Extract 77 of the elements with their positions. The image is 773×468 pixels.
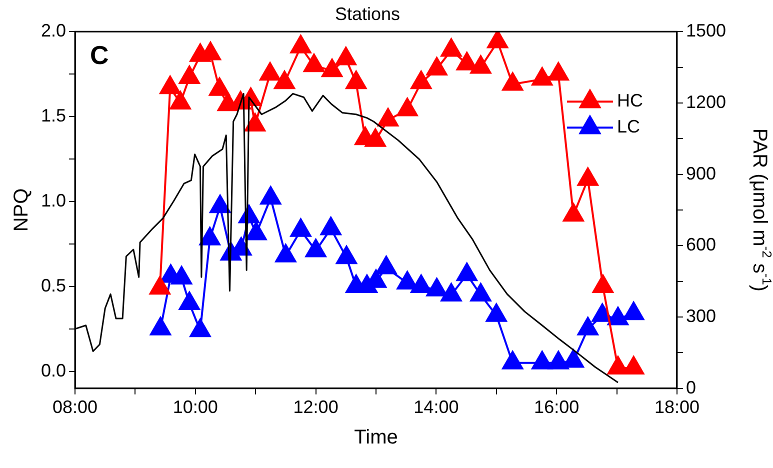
x-tick-label: 10:00 xyxy=(172,397,218,418)
point xyxy=(178,65,200,84)
point xyxy=(592,274,614,293)
point xyxy=(320,216,342,236)
point xyxy=(623,302,644,320)
point xyxy=(274,70,296,90)
point xyxy=(426,278,448,296)
chart-title: Stations xyxy=(334,4,400,24)
y-tick-label: 0.5 xyxy=(40,275,66,296)
point xyxy=(456,262,478,282)
point xyxy=(275,244,296,262)
point xyxy=(577,167,598,186)
point xyxy=(170,90,191,110)
point xyxy=(426,56,448,76)
point xyxy=(336,246,358,264)
point xyxy=(410,274,432,293)
point xyxy=(376,256,397,274)
point xyxy=(396,98,418,116)
x-tick-label: 08:00 xyxy=(52,397,98,418)
y2-tick-label: 300 xyxy=(686,306,716,326)
point xyxy=(160,76,181,94)
point xyxy=(470,55,492,74)
y2-tick-label: 0 xyxy=(686,377,696,398)
x-tick-label: 12:00 xyxy=(293,397,338,418)
x-tick-label: 14:00 xyxy=(414,397,459,418)
y2-tick-label: 1200 xyxy=(686,92,726,112)
y-tick-label: 0.0 xyxy=(40,360,66,380)
point xyxy=(303,54,325,72)
x-tick-label: 18:00 xyxy=(654,397,700,418)
point xyxy=(378,108,399,126)
point xyxy=(171,266,192,284)
y-tick-label: 1.0 xyxy=(40,190,66,210)
point xyxy=(149,276,170,295)
point xyxy=(346,70,367,90)
point xyxy=(260,62,281,81)
point xyxy=(335,46,356,66)
x-axis-title: Time xyxy=(354,426,398,449)
point xyxy=(548,62,569,81)
point xyxy=(290,218,312,237)
point xyxy=(244,113,266,132)
point xyxy=(440,38,462,57)
legend-label: LC xyxy=(616,116,640,137)
y2-tick-label: 900 xyxy=(686,163,716,184)
y2-axis-title: PAR (μmol m-2 s-1) xyxy=(748,128,773,292)
point xyxy=(470,282,492,302)
point xyxy=(562,203,584,222)
y-axis-title: NPQ xyxy=(10,188,33,232)
point xyxy=(290,34,312,54)
point xyxy=(246,222,267,240)
point xyxy=(486,303,507,322)
point xyxy=(322,58,343,78)
point xyxy=(532,67,553,86)
point xyxy=(410,70,432,90)
point xyxy=(150,316,172,336)
point xyxy=(548,350,569,370)
legend-label: HC xyxy=(616,90,643,111)
point xyxy=(364,128,386,147)
y2-tick-label: 600 xyxy=(686,234,716,255)
annotation: C xyxy=(90,40,110,70)
point xyxy=(440,282,462,302)
point xyxy=(210,194,231,214)
y2-tick-label: 1500 xyxy=(686,20,726,41)
point xyxy=(199,226,220,246)
point xyxy=(532,350,553,370)
point xyxy=(502,350,524,370)
point xyxy=(208,77,230,96)
x-tick-label: 16:00 xyxy=(534,397,580,418)
point xyxy=(577,316,598,336)
point xyxy=(190,318,211,338)
point xyxy=(607,306,628,326)
y-tick-label: 2.0 xyxy=(40,20,66,41)
point xyxy=(260,186,282,205)
point xyxy=(178,291,200,310)
point xyxy=(305,238,326,258)
point xyxy=(502,72,524,91)
y-tick-label: 1.5 xyxy=(40,106,66,126)
point xyxy=(487,32,508,48)
